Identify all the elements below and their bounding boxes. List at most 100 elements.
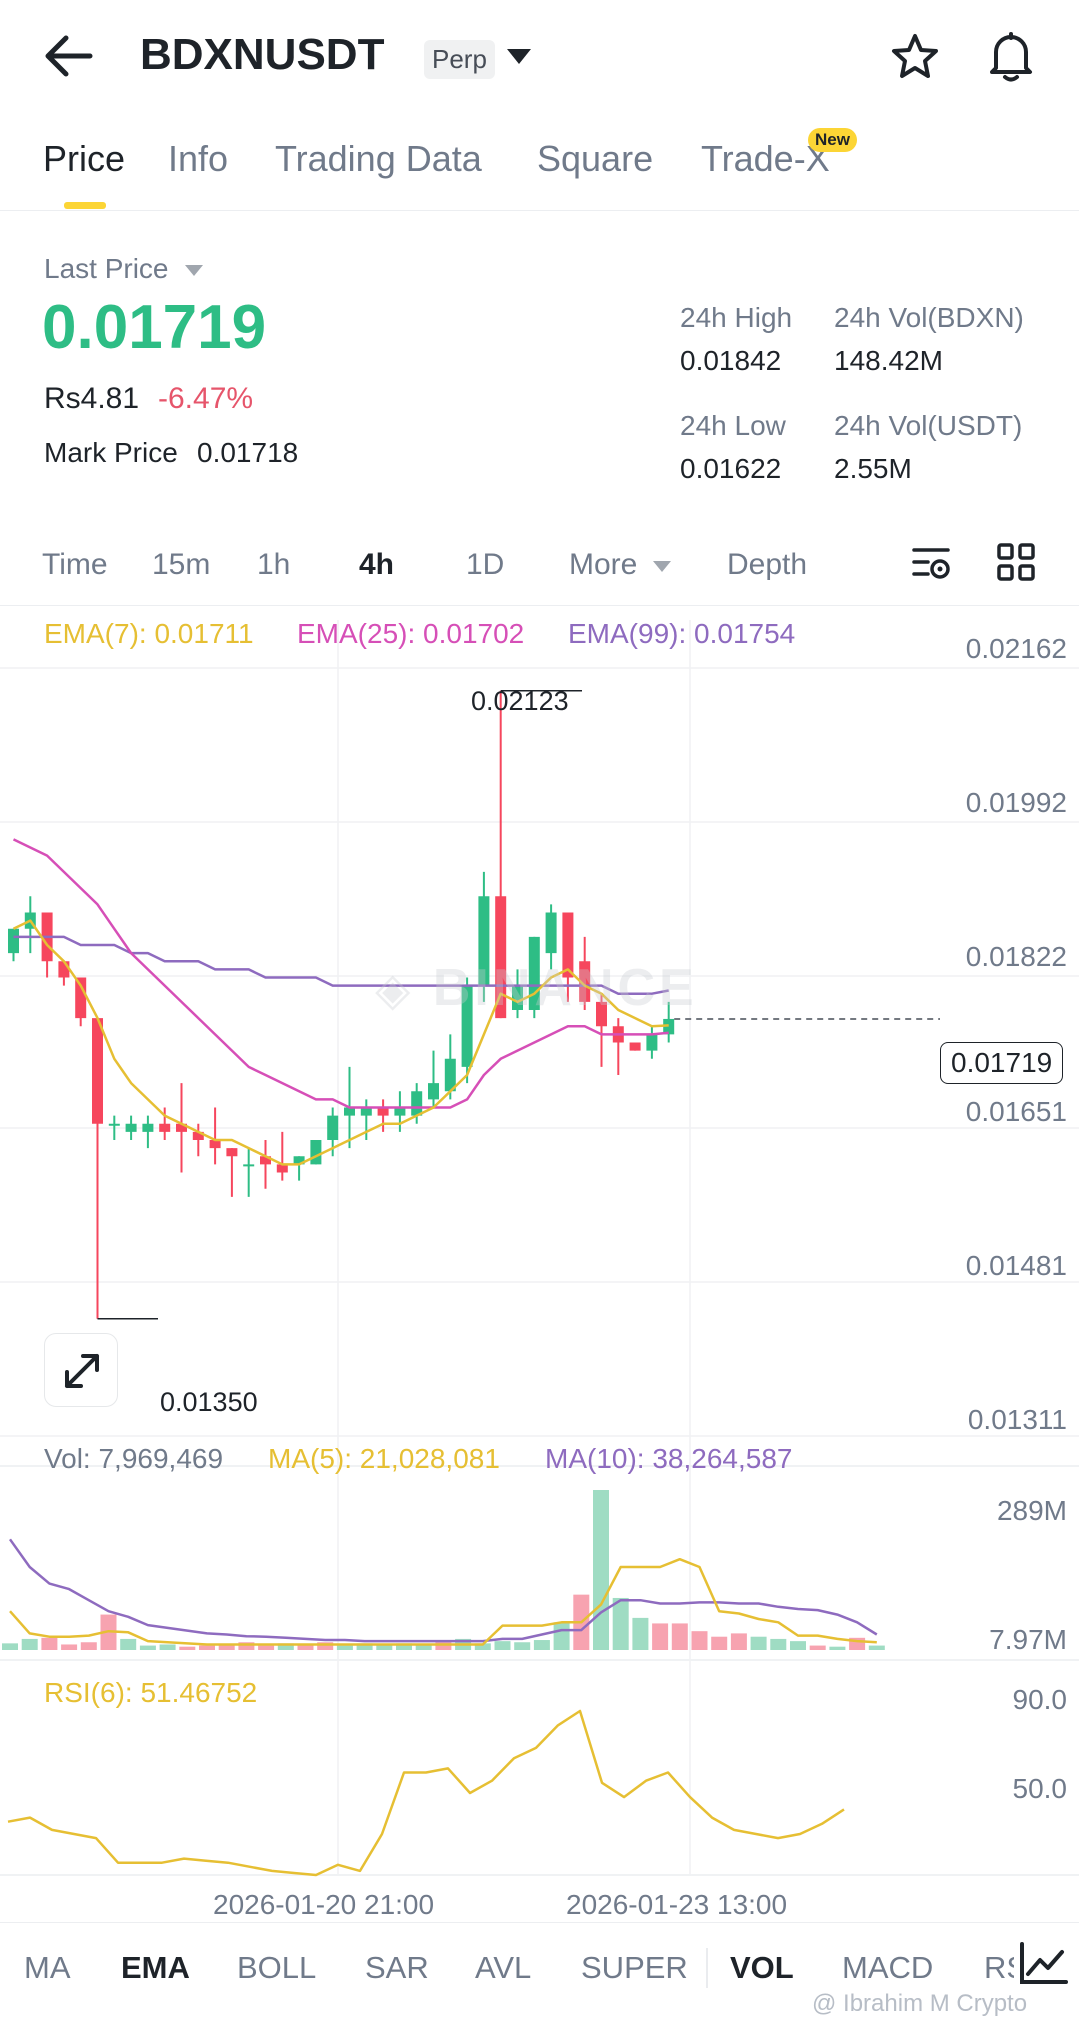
volume-bar: [297, 1644, 314, 1650]
candle-body: [293, 1156, 305, 1165]
expand-chart-icon[interactable]: [44, 1333, 118, 1407]
volume-bar: [612, 1597, 629, 1650]
symbol-title[interactable]: BDXNUSDT: [140, 30, 385, 79]
tab-active-indicator: [64, 202, 106, 209]
volume-bar: [474, 1643, 491, 1650]
volume-bar: [41, 1637, 58, 1650]
ema25-line: [12, 838, 669, 1109]
indicator-super[interactable]: SUPER: [581, 1950, 688, 1985]
local-price: Rs4.81: [44, 382, 140, 415]
mark-price-value: 0.01718: [197, 437, 299, 468]
volume-bar: [829, 1646, 846, 1650]
chart-top-divider: [0, 605, 1079, 606]
vol-ma5-legend: MA(5): 21,028,081: [268, 1443, 500, 1474]
candle-body: [142, 1123, 154, 1132]
price-axis-label: 0.01822: [965, 941, 1067, 972]
volume-bar: [139, 1645, 156, 1650]
volume-bar: [396, 1643, 412, 1650]
last-price-label[interactable]: Last Price: [44, 253, 204, 285]
ema25-legend: EMA(25): 0.01702: [297, 618, 525, 649]
timeframe-4h[interactable]: 4h: [359, 548, 395, 581]
candle-body: [377, 1107, 389, 1116]
candle-body: [176, 1123, 187, 1132]
candlestick-chart[interactable]: [0, 620, 1079, 1895]
candle-body: [478, 896, 490, 986]
volume-bar: [730, 1633, 747, 1650]
indicator-settings-icon[interactable]: [1014, 1936, 1074, 1992]
volume-bar: [356, 1643, 373, 1650]
volume-bar: [593, 1490, 609, 1650]
volume-bar: [179, 1646, 196, 1650]
tab-price[interactable]: Price: [43, 138, 126, 179]
star-icon[interactable]: [890, 32, 940, 82]
candle-body: [663, 1018, 675, 1035]
binance-watermark: ◈ BINANCE: [375, 959, 698, 1017]
candle-body: [8, 928, 19, 954]
ema7-line: [12, 919, 669, 1166]
volume-bar: [790, 1641, 806, 1650]
timeframe-depth[interactable]: Depth: [727, 548, 808, 581]
volume-bar: [2, 1643, 18, 1650]
volume-bar: [652, 1623, 669, 1650]
chevron-down-icon[interactable]: [506, 48, 532, 66]
indicator-macd[interactable]: MACD: [842, 1950, 934, 1985]
current-price-tag: 0.01719: [940, 1042, 1064, 1084]
candle-body: [58, 961, 70, 978]
volume-bar: [514, 1642, 531, 1650]
volume-bar: [770, 1638, 787, 1650]
timeframe-1d[interactable]: 1D: [466, 548, 505, 581]
indicator-boll[interactable]: BOLL: [237, 1950, 317, 1985]
new-badge: New: [808, 128, 857, 152]
tab-trading-data[interactable]: Trading Data: [275, 138, 482, 179]
candle-body: [243, 1164, 255, 1167]
volume-axis-top: 289M: [996, 1495, 1067, 1526]
tab-info[interactable]: Info: [168, 138, 229, 179]
volume-bar: [317, 1642, 334, 1650]
timeframe-1h[interactable]: 1h: [257, 548, 291, 581]
high-annotation: 0.02123: [471, 686, 569, 716]
candle-body: [310, 1140, 322, 1165]
candle-body: [226, 1148, 238, 1157]
24h-vol-base-label: 24h Vol(BDXN): [834, 302, 1024, 333]
vol-ma10-legend: MA(10): 38,264,587: [545, 1443, 793, 1474]
indicator-vol[interactable]: VOL: [730, 1950, 794, 1985]
volume-bar: [533, 1640, 550, 1650]
volume-bar: [632, 1617, 649, 1650]
indicator-ema[interactable]: EMA: [121, 1950, 190, 1985]
rsi-legend: RSI(6): 51.46752: [44, 1677, 258, 1708]
volume-bar: [277, 1643, 294, 1650]
indicator-avl[interactable]: AVL: [475, 1950, 532, 1985]
24h-vol-quote-label: 24h Vol(USDT): [834, 410, 1023, 441]
candle-body: [461, 985, 473, 1067]
bell-icon[interactable]: [986, 30, 1036, 82]
timeframe-more[interactable]: More: [569, 548, 672, 582]
candle-body: [276, 1164, 288, 1173]
grid-layout-icon[interactable]: [996, 542, 1036, 582]
timeframe-time[interactable]: Time: [42, 548, 108, 581]
indicator-sar[interactable]: SAR: [365, 1950, 429, 1985]
volume-bar: [671, 1623, 688, 1650]
volume-axis-bottom: 7.97M: [989, 1624, 1067, 1655]
volume-bar: [711, 1636, 728, 1650]
24h-low-value: 0.01622: [680, 453, 782, 484]
candle-body: [579, 961, 591, 1002]
volume-bar: [21, 1638, 38, 1650]
chart-settings-icon[interactable]: [910, 542, 952, 584]
volume-bar: [120, 1638, 137, 1650]
indicator-separator: [706, 1948, 708, 1988]
timeframe-15m[interactable]: 15m: [152, 548, 211, 581]
volume-bar: [218, 1644, 235, 1650]
price-axis-label: 0.02162: [965, 633, 1067, 664]
tab-square[interactable]: Square: [537, 138, 654, 179]
volume-bar: [750, 1636, 767, 1650]
back-arrow-icon[interactable]: [44, 34, 94, 78]
volume-bar: [691, 1631, 708, 1650]
24h-high-label: 24h High: [680, 302, 793, 333]
candle-body: [192, 1131, 204, 1140]
indicator-ma[interactable]: MA: [24, 1950, 71, 1985]
candle-body: [629, 1042, 641, 1051]
price-axis-label: 0.01651: [965, 1096, 1067, 1127]
watermark-credit: @ Ibrahim M Crypto: [812, 1990, 1028, 2017]
last-price: 0.01719: [42, 293, 267, 362]
